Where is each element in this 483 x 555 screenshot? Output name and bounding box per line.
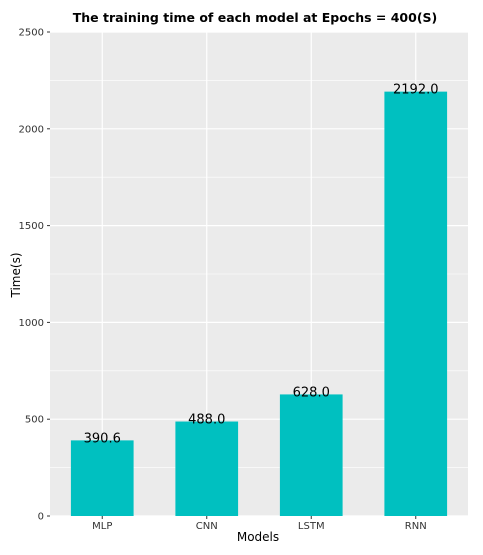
y-tick-label: 2000 (19, 124, 44, 135)
x-tick-label-lstm: LSTM (298, 521, 325, 532)
x-tick-label-rnn: RNN (405, 521, 427, 532)
x-axis-label: Models (237, 530, 279, 544)
y-axis-label: Time(s) (9, 253, 23, 299)
y-axis-ticks: 0 500 1000 1500 2000 2500 (19, 28, 50, 523)
y-tick-label: 500 (25, 415, 44, 426)
x-tick-label-mlp: MLP (92, 521, 112, 532)
data-label-rnn: 2192.0 (393, 83, 439, 98)
x-axis-ticks: MLP CNN LSTM RNN (92, 516, 427, 532)
bar-lstm (279, 394, 343, 516)
y-tick-label: 1500 (19, 221, 44, 232)
chart-title: The training time of each model at Epoch… (73, 10, 438, 25)
y-tick-label: 2500 (19, 28, 44, 39)
bar-rnn (384, 91, 448, 517)
data-label-mlp: 390.6 (84, 431, 121, 446)
x-tick-label-cnn: CNN (196, 521, 218, 532)
data-label-lstm: 628.0 (293, 385, 330, 400)
data-label-cnn: 488.0 (188, 413, 225, 428)
bar-cnn (175, 421, 239, 516)
data-labels: 390.6 488.0 628.0 2192.0 (84, 83, 439, 447)
bars (70, 91, 448, 517)
bar-mlp (70, 440, 134, 516)
y-tick-label: 0 (38, 512, 44, 523)
y-tick-label: 1000 (19, 318, 44, 329)
